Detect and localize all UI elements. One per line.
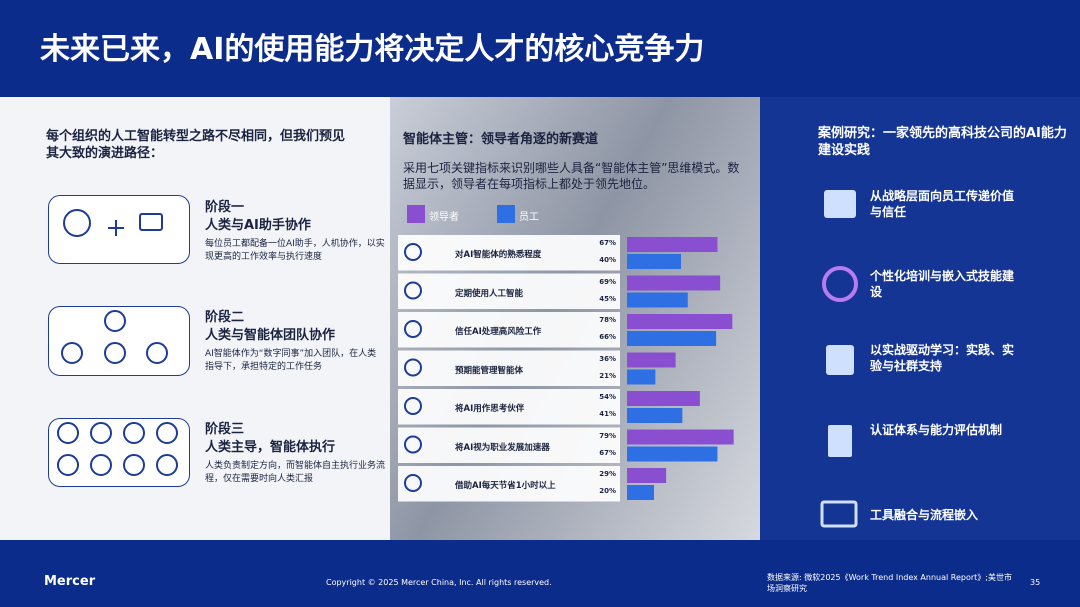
footer: [0, 540, 1080, 607]
row-bg: [398, 427, 620, 463]
row-icon: [404, 281, 422, 300]
value-label: 40%: [599, 256, 616, 264]
bar: [627, 485, 654, 500]
value-label: 20%: [599, 487, 616, 495]
bar: [627, 237, 718, 252]
value-label: 41%: [599, 410, 616, 418]
right-heading: 案例研究：一家领先的高科技公司的AI能力建设实践: [818, 126, 1067, 158]
row-bg: [398, 350, 620, 386]
row-icon: [404, 397, 422, 415]
stage-title: 人类与AI助手协作: [205, 218, 311, 233]
bar: [627, 408, 683, 423]
stage-title: 人类与智能体团队协作: [205, 328, 336, 343]
value-label: 29%: [599, 470, 616, 478]
legend-label: 员工: [519, 212, 539, 223]
category-label: 信任AI处理高风险工作: [455, 327, 542, 337]
source: 数据来源: 微软2025《Work Trend Index Annual Rep…: [767, 573, 1012, 593]
row-icon: [404, 320, 422, 338]
bar: [627, 391, 700, 406]
stage-desc: AI智能体作为“数字同事”加入团队，在人类指导下，承担特定的工作任务: [205, 349, 377, 372]
bar: [627, 446, 718, 462]
value-label: 66%: [599, 333, 616, 341]
value-label: 45%: [599, 294, 616, 303]
stage-box: [48, 195, 190, 264]
row-icon: [404, 435, 422, 454]
category-label: 对AI智能体的熟悉程度: [455, 250, 542, 260]
value-label: 54%: [599, 393, 616, 401]
bar: [627, 275, 721, 291]
value-label: 36%: [599, 354, 616, 363]
left-heading: 每个组织的人工智能转型之路不尽相同，但我们预见其大致的演进路径：: [46, 129, 346, 161]
case-item: 从战略层面向员工传递价值与信任: [870, 189, 1015, 219]
category-label: 定期使用人工智能: [455, 288, 524, 299]
right-icons: [820, 190, 858, 528]
value-label: 67%: [599, 239, 616, 247]
value-label: 78%: [599, 316, 616, 324]
bar: [627, 331, 717, 346]
value-label: 79%: [599, 431, 616, 440]
stage-box: [48, 306, 190, 376]
value-label: 21%: [599, 371, 616, 380]
stage-icons: [57, 209, 178, 476]
row-bg: [398, 389, 620, 425]
bar: [627, 292, 688, 308]
row-icon: [404, 474, 422, 492]
slide-title: 未来已来，AI的使用能力将决定人才的核心竞争力: [40, 32, 705, 67]
bar: [627, 314, 733, 329]
case-item: 个性化培训与嵌入式技能建设: [870, 269, 1015, 299]
brand: Mercer: [44, 574, 96, 589]
bar: [627, 369, 656, 385]
stage-label: 阶段二: [205, 310, 245, 325]
category-label: 预期能管理智能体: [455, 365, 524, 376]
row-icon: [404, 358, 422, 377]
bar: [627, 352, 676, 368]
chart: [398, 205, 734, 502]
value-label: 69%: [599, 277, 616, 286]
bar: [627, 429, 734, 445]
row-icon: [404, 243, 422, 261]
row-bg: [398, 466, 620, 502]
row-bg: [398, 312, 620, 348]
stage-desc: 每位员工都配备一位AI助手，人机协作，以实现更高的工作效率与执行速度: [205, 239, 385, 262]
bar: [627, 468, 667, 483]
copyright: Copyright © 2025 Mercer China, Inc. All …: [326, 578, 552, 587]
page-number: 35: [1030, 578, 1041, 587]
stage-desc: 人类负责制定方向，而智能体自主执行业务流程，仅在需要时向人类汇报: [205, 461, 386, 484]
stage-title: 人类主导，智能体执行: [205, 440, 336, 455]
bar: [627, 254, 681, 269]
category-label: 将AI用作思考伙伴: [455, 404, 525, 414]
legend-swatch: [497, 205, 515, 223]
right-panel: [760, 97, 1080, 540]
legend-swatch: [407, 205, 425, 223]
value-label: 67%: [599, 448, 616, 457]
chart-title: 智能体主管：领导者角逐的新赛道: [403, 132, 599, 147]
case-item: 工具融合与流程嵌入: [870, 508, 979, 522]
row-bg: [398, 273, 620, 309]
chart-subtitle: 采用七项关键指标来识别哪些人具备“智能体主管”思维模式。数据显示，领导者在每项指…: [403, 161, 740, 191]
stage-label: 阶段三: [205, 422, 245, 437]
stage-label: 阶段一: [205, 200, 245, 215]
category-label: 将AI视为职业发展加速器: [455, 442, 550, 453]
legend-label: 领导者: [429, 212, 459, 223]
row-bg: [398, 235, 620, 271]
category-label: 借助AI每天节省1小时以上: [455, 481, 556, 491]
case-item: 以实战驱动学习：实践、实验与社群支持: [870, 343, 1015, 373]
case-item: 认证体系与能力评估机制: [870, 423, 1003, 437]
